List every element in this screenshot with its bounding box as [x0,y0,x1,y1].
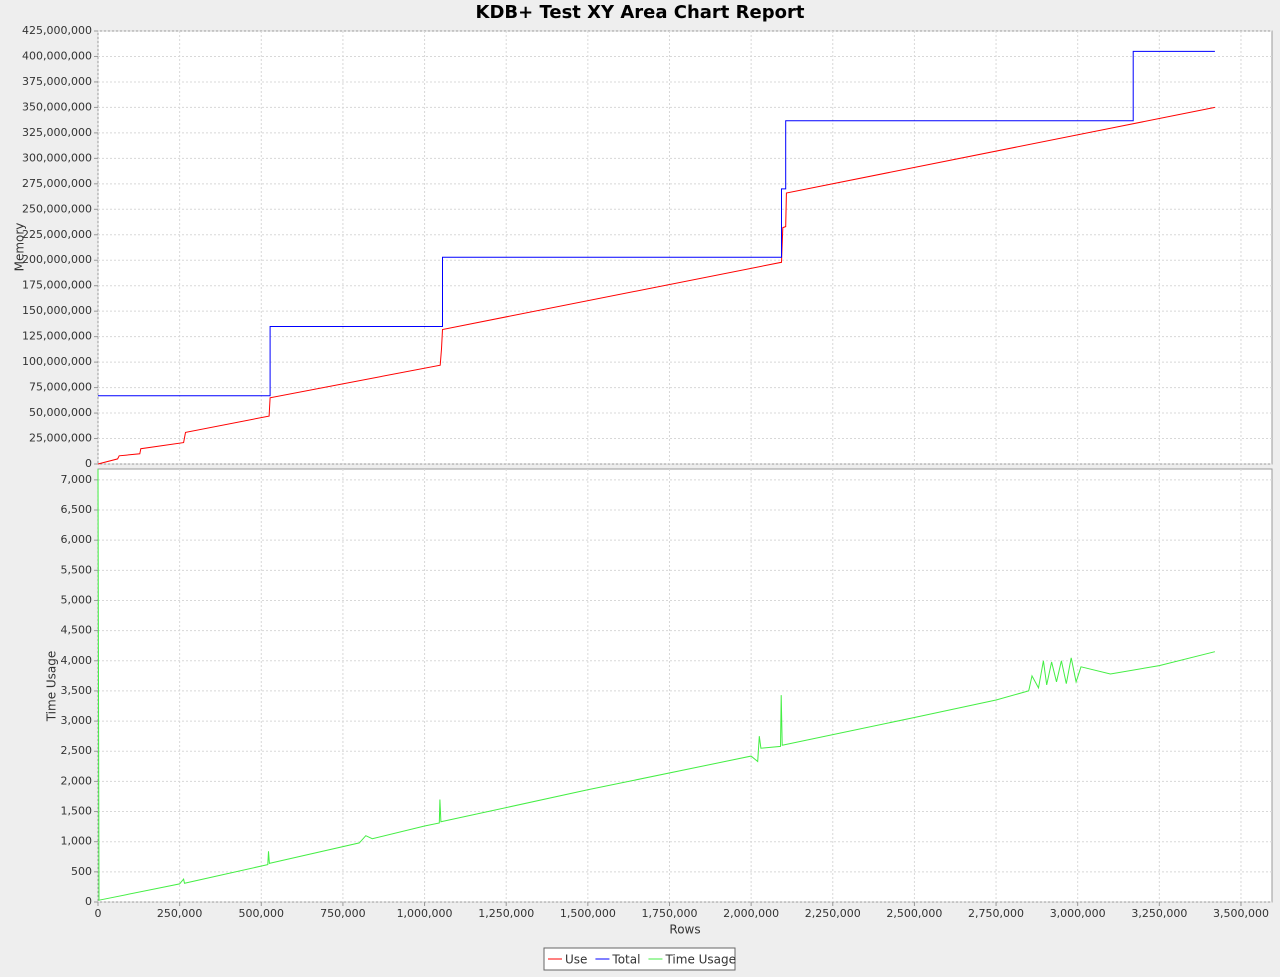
y-tick-label: 2,000 [61,774,93,787]
y-tick-label: 3,500 [61,684,93,697]
y-tick-label: 325,000,000 [22,126,92,139]
y-tick-label: 1,000 [61,835,93,848]
x-tick-label: 3,500,000 [1213,907,1269,920]
plot-area [97,30,1273,465]
legend-label: Use [565,953,587,967]
y-tick-label: 300,000,000 [22,151,92,164]
x-axis-label: Rows [669,923,700,937]
y-tick-label: 125,000,000 [22,330,92,343]
y-tick-label: 4,500 [61,624,93,637]
x-tick-label: 750,000 [320,907,366,920]
series-line [98,50,1215,397]
y-tick-label: 75,000,000 [29,381,92,394]
y-tick-label: 4,000 [61,654,93,667]
x-tick-label: 250,000 [157,907,203,920]
x-tick-label: 1,250,000 [478,907,534,920]
y-tick-label: 400,000,000 [22,49,92,62]
y-tick-label: 6,000 [61,533,93,546]
y-tick-label: 2,500 [61,744,93,757]
x-tick-label: 0 [95,907,102,920]
y-tick-label: 275,000,000 [22,177,92,190]
chart-title: KDB+ Test XY Area Chart Report [476,2,805,23]
x-tick-label: 2,500,000 [886,907,942,920]
x-tick-label: 2,000,000 [723,907,779,920]
y-tick-label: 6,500 [61,503,93,516]
y-tick-label: 425,000,000 [22,24,92,37]
series-line [97,106,1215,465]
y-tick-label: 50,000,000 [29,406,92,419]
x-tick-label: 2,750,000 [968,907,1024,920]
y-tick-label: 100,000,000 [22,355,92,368]
y-tick-label: 0 [85,895,92,908]
x-tick-label: 1,750,000 [641,907,697,920]
y-tick-label: 5,500 [61,563,93,576]
y-axis-label: Memory [13,223,27,272]
y-tick-label: 175,000,000 [22,279,92,292]
legend-label: Time Usage [664,953,736,967]
series-line [97,468,1216,901]
y-tick-label: 375,000,000 [22,75,92,88]
plot-area [97,468,1273,903]
y-tick-label: 350,000,000 [22,100,92,113]
y-tick-label: 3,000 [61,714,93,727]
y-tick-label: 5,000 [61,593,93,606]
y-tick-label: 1,500 [61,805,93,818]
y-tick-label: 0 [85,457,92,470]
y-tick-label: 7,000 [61,473,93,486]
y-axis-label: Time Usage [45,651,59,723]
y-tick-label: 500 [71,865,92,878]
y-tick-label: 150,000,000 [22,304,92,317]
x-tick-label: 500,000 [239,907,285,920]
legend [543,947,736,971]
y-tick-label: 250,000,000 [22,202,92,215]
y-tick-label: 225,000,000 [22,228,92,241]
x-tick-label: 1,000,000 [397,907,453,920]
y-tick-label: 200,000,000 [22,253,92,266]
legend-label: Total [611,953,640,967]
x-tick-label: 1,500,000 [560,907,616,920]
x-tick-label: 3,250,000 [1131,907,1187,920]
x-tick-label: 3,000,000 [1050,907,1106,920]
y-tick-label: 25,000,000 [29,432,92,445]
x-tick-label: 2,250,000 [805,907,861,920]
